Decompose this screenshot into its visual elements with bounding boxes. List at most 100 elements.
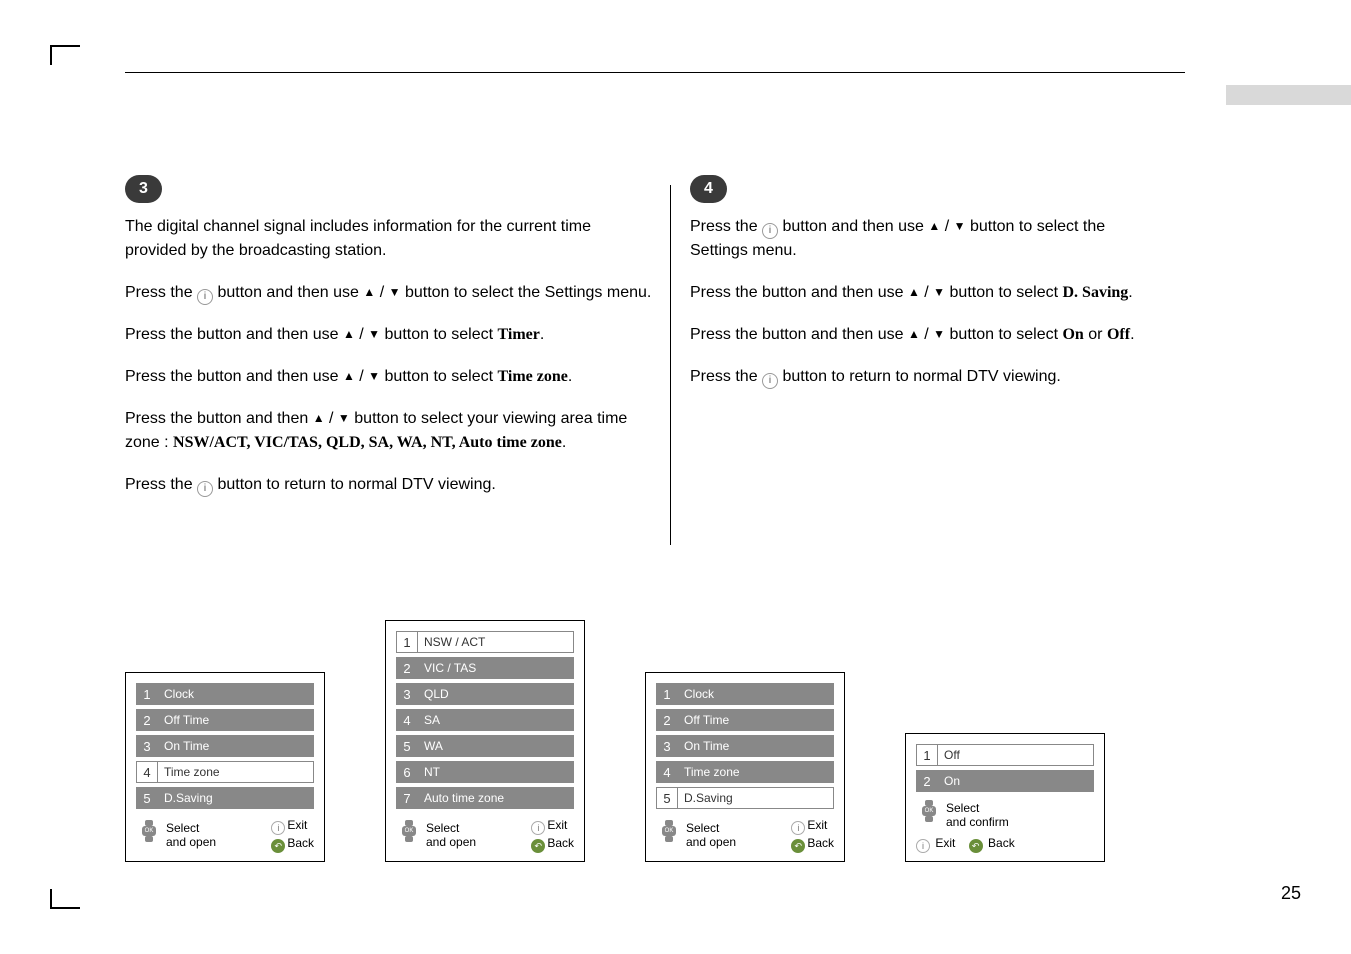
menu-item[interactable]: 1NSW / ACT xyxy=(396,631,574,653)
text: button and then use xyxy=(197,326,343,343)
menu-item-label: NT xyxy=(418,761,574,783)
text: Press the xyxy=(690,326,762,343)
back-icon: ↶ xyxy=(791,839,805,853)
crop-mark-bl xyxy=(50,889,80,909)
off-label: Off xyxy=(1107,326,1130,343)
text: Press the xyxy=(690,218,762,235)
menu-item-number: 3 xyxy=(136,735,158,757)
text: button and then use xyxy=(197,368,343,385)
menu-item-number: 7 xyxy=(396,787,418,809)
menu-item[interactable]: 2Off Time xyxy=(656,709,834,731)
up-arrow-icon: ▲ xyxy=(928,217,940,235)
step4-p4: Press the i button to return to normal D… xyxy=(690,365,1160,389)
nav-pad-icon: OK xyxy=(656,820,682,850)
text: . xyxy=(562,434,566,451)
select-open-label: Select and open xyxy=(686,821,736,849)
menu-item[interactable]: 1Off xyxy=(916,744,1094,766)
menu-item[interactable]: 3QLD xyxy=(396,683,574,705)
divider-horizontal xyxy=(125,72,1185,73)
menu-item[interactable]: 1Clock xyxy=(136,683,314,705)
menu-item-label: Off xyxy=(938,744,1094,766)
menu-item[interactable]: 5D.Saving xyxy=(136,787,314,809)
menu-item-label: WA xyxy=(418,735,574,757)
text: button and then xyxy=(197,410,313,427)
menu-item[interactable]: 4SA xyxy=(396,709,574,731)
menu-item[interactable]: 5WA xyxy=(396,735,574,757)
back-label: Back xyxy=(547,836,574,850)
menu-item-label: Time zone xyxy=(678,761,834,783)
timezone-label: Time zone xyxy=(497,368,567,385)
step-4-section: 4 Press the i button and then use ▲ / ▼ … xyxy=(690,175,1160,407)
select-confirm-label: Select and confirm xyxy=(946,801,1009,829)
info-icon: i xyxy=(791,821,805,835)
down-arrow-icon: ▼ xyxy=(338,409,350,427)
select-open-label: Select and open xyxy=(166,821,216,849)
text: button to return to normal DTV viewing. xyxy=(782,368,1060,385)
text: button to select xyxy=(385,368,498,385)
menu-item-label: VIC / TAS xyxy=(418,657,574,679)
step4-p2: Press the button and then use ▲ / ▼ butt… xyxy=(690,281,1160,305)
menus-row: 1Clock2Off Time3On Time4Time zone5D.Savi… xyxy=(125,620,1105,862)
crop-mark-tl xyxy=(50,45,80,65)
ok-icon: OK xyxy=(142,826,156,836)
menu-item-label: Clock xyxy=(678,683,834,705)
menu-item-number: 1 xyxy=(916,744,938,766)
text: Press the xyxy=(125,326,197,343)
ok-icon: OK xyxy=(402,826,416,836)
text: button to select the Settings menu. xyxy=(405,284,651,301)
menu-item-number: 2 xyxy=(396,657,418,679)
timer-label: Timer xyxy=(497,326,539,343)
text: Press the xyxy=(690,284,762,301)
menu-item[interactable]: 2VIC / TAS xyxy=(396,657,574,679)
menu-item[interactable]: 5D.Saving xyxy=(656,787,834,809)
step3-p3: Press the button and then use ▲ / ▼ butt… xyxy=(125,323,655,347)
menu-item-label: On Time xyxy=(678,735,834,757)
timer-menu: 1Clock 2Off Time 3On Time 4Time zone 5D.Savi… xyxy=(125,672,325,862)
info-icon: i xyxy=(197,481,213,497)
divider-vertical xyxy=(670,185,671,545)
exit-label: Exit xyxy=(547,818,567,832)
exit-label: Exit xyxy=(807,818,827,832)
down-arrow-icon: ▼ xyxy=(389,283,401,301)
menu-item[interactable]: 4Time zone xyxy=(136,761,314,783)
text: button and then use xyxy=(762,326,908,343)
exit-label: Exit xyxy=(287,818,307,832)
menu-item-number: 1 xyxy=(396,631,418,653)
page-number: 25 xyxy=(1281,883,1301,904)
text: Press the xyxy=(125,284,197,301)
dsaving-menu: 1Off2On OK Select and confirm i Exit ↶ B… xyxy=(905,733,1105,862)
nav-pad-icon: OK xyxy=(916,800,942,830)
info-icon: i xyxy=(762,373,778,389)
step4-p3: Press the button and then use ▲ / ▼ butt… xyxy=(690,323,1160,347)
menu-item-label: D.Saving xyxy=(678,787,834,809)
menu-item-number: 6 xyxy=(396,761,418,783)
menu-item[interactable]: 4Time zone xyxy=(656,761,834,783)
text: Press the xyxy=(125,368,197,385)
down-arrow-icon: ▼ xyxy=(954,217,966,235)
text: button and then use xyxy=(782,218,928,235)
menu-item[interactable]: 1Clock xyxy=(656,683,834,705)
menu-item-number: 2 xyxy=(916,770,938,792)
up-arrow-icon: ▲ xyxy=(908,325,920,343)
text: button to select xyxy=(950,326,1063,343)
menu-item[interactable]: 3On Time xyxy=(656,735,834,757)
menu-item-label: NSW / ACT xyxy=(418,631,574,653)
menu-item[interactable]: 6NT xyxy=(396,761,574,783)
menu-item[interactable]: 3On Time xyxy=(136,735,314,757)
back-label: Back xyxy=(988,836,1015,850)
menu-item[interactable]: 2On xyxy=(916,770,1094,792)
text: . xyxy=(1130,326,1134,343)
menu-item[interactable]: 2Off Time xyxy=(136,709,314,731)
menu-item-label: SA xyxy=(418,709,574,731)
menu-item-number: 1 xyxy=(656,683,678,705)
menu-item-label: QLD xyxy=(418,683,574,705)
menu-footer: OK Select and open iExit ↶Back xyxy=(136,817,314,853)
text: button and then use xyxy=(217,284,363,301)
menu-item-number: 2 xyxy=(656,709,678,731)
info-icon: i xyxy=(531,821,545,835)
menu-item-number: 5 xyxy=(136,787,158,809)
menu-item[interactable]: 7Auto time zone xyxy=(396,787,574,809)
menu-item-number: 4 xyxy=(136,761,158,783)
nav-pad-icon: OK xyxy=(136,820,162,850)
text: Press the xyxy=(125,476,197,493)
